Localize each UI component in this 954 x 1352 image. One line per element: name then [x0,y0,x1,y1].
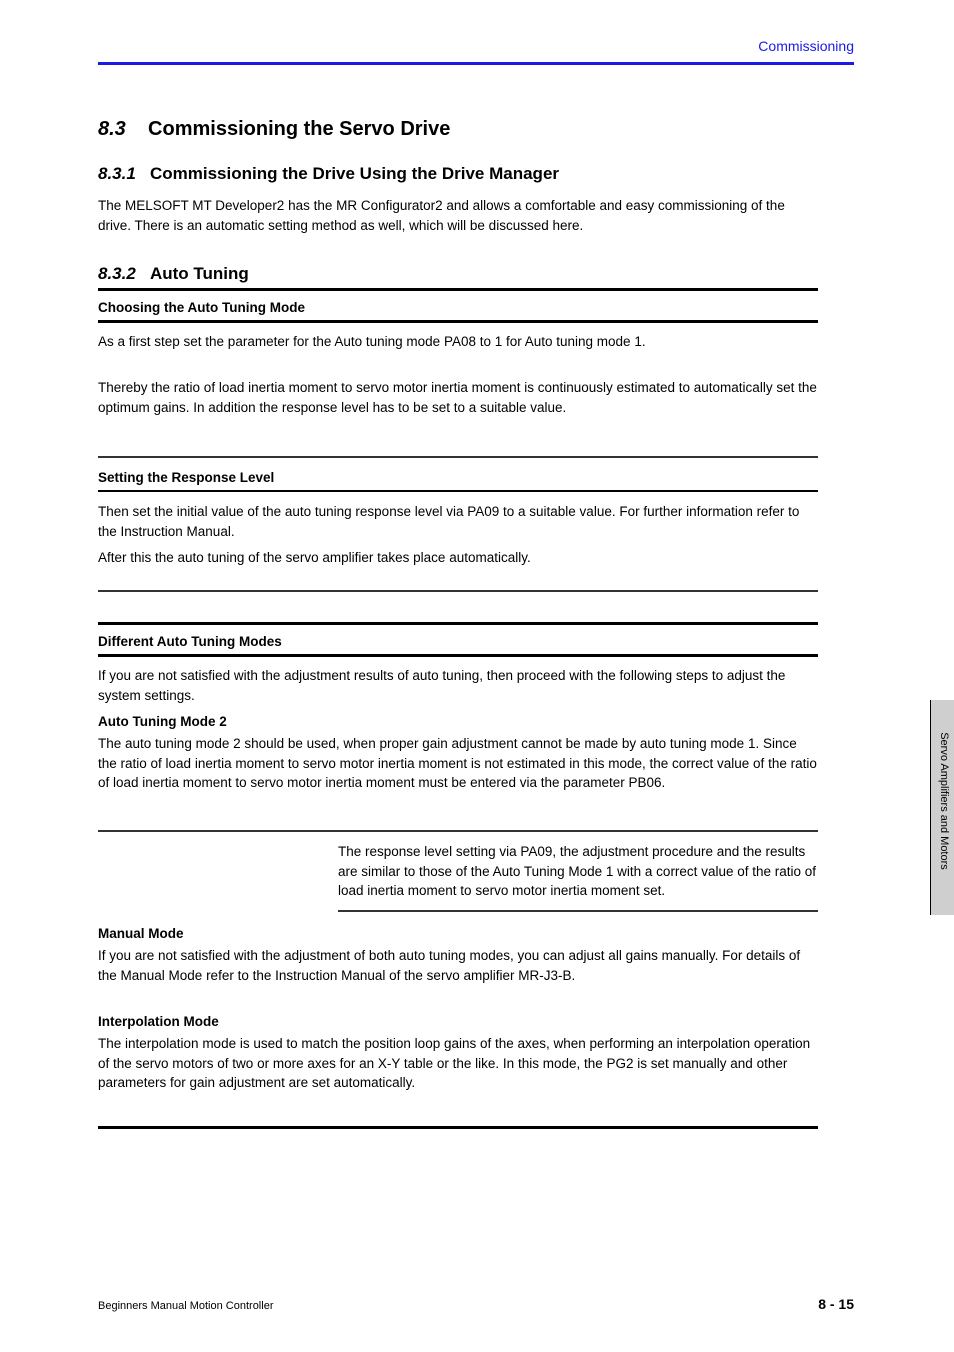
tbl-manual-body: If you are not satisfied with the adjust… [98,946,818,985]
rule-3-mid [98,654,818,657]
tbl-diff-modes-body: If you are not satisfied with the adjust… [98,666,818,705]
subsection-1-body: The MELSOFT MT Developer2 has the MR Con… [98,196,818,235]
tbl-choose-auto-body-a: As a first step set the parameter for th… [98,332,818,352]
subsection-2-number: 8.3.2 [98,264,136,283]
page: Commissioning 8.3 Commissioning the Serv… [0,0,954,1352]
rule-2-top [98,490,818,492]
rule-1-top [98,288,818,291]
header-rule [98,62,854,65]
footer-left: Beginners Manual Motion Controller [98,1300,273,1312]
subsection-2-heading: 8.3.2 Auto Tuning [98,264,249,284]
tbl-mode2-title: Auto Tuning Mode 2 [98,712,818,732]
side-tab-label: Servo Amplifiers and Motors [938,701,950,901]
rule-3-top [98,622,818,625]
section-title-text: Commissioning the Servo Drive [148,118,450,140]
subsection-1-heading: 8.3.1 Commissioning the Drive Using the … [98,164,559,184]
tbl-choose-auto-title: Choosing the Auto Tuning Mode [98,298,818,318]
tbl-mode2-note: The response level setting via PA09, the… [338,842,818,901]
rule-2-bot [98,590,818,592]
tbl-response-title: Setting the Response Level [98,468,818,488]
section-number: 8.3 [98,118,126,140]
tbl-interp-body: The interpolation mode is used to match … [98,1034,818,1093]
footer-page-number: 8 - 15 [818,1296,854,1312]
rule-6-bot [98,1126,818,1129]
rule-1-bot [98,456,818,458]
tbl-response-body-a: Then set the initial value of the auto t… [98,502,818,541]
rule-1-mid [98,320,818,323]
header-section-label: Commissioning [758,38,854,54]
tbl-diff-modes-title: Different Auto Tuning Modes [98,632,818,652]
subsection-1-number: 8.3.1 [98,164,136,183]
tbl-interp-title: Interpolation Mode [98,1012,818,1032]
subsection-1-title-text: Commissioning the Drive Using the Drive … [150,164,559,183]
tbl-manual-title: Manual Mode [98,924,818,944]
subsection-2-title-text: Auto Tuning [150,264,249,283]
tbl-response-body-b: After this the auto tuning of the servo … [98,548,818,568]
rule-4-bot [98,830,818,832]
tbl-choose-auto-body-b: Thereby the ratio of load inertia moment… [98,378,818,417]
section-heading: 8.3 Commissioning the Servo Drive [98,118,450,141]
tbl-mode2-body: The auto tuning mode 2 should be used, w… [98,734,818,793]
rule-note-bot [338,910,818,912]
